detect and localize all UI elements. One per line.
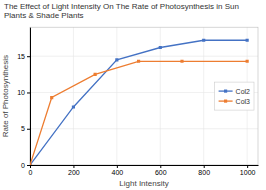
legend-swatch xyxy=(219,90,233,91)
title: The Effect of Light Intensity On The Rat… xyxy=(4,2,241,20)
grid-line xyxy=(116,27,117,165)
tick-label: 600 xyxy=(155,169,167,176)
legend-label: Col2 xyxy=(236,88,251,95)
marker xyxy=(94,73,97,76)
legend-entry: Col3 xyxy=(219,98,251,105)
legend: Col2 Col3 xyxy=(215,82,254,110)
tick-mark xyxy=(247,165,248,168)
grid-line xyxy=(30,27,31,165)
tick-label: 400 xyxy=(112,169,124,176)
x-axis: 0 200 400 600 800 1000 xyxy=(29,165,259,176)
tick-mark xyxy=(117,165,118,168)
marker xyxy=(30,163,32,165)
tick: 0 xyxy=(29,165,33,176)
marker xyxy=(72,105,75,108)
legend-marker xyxy=(224,90,227,93)
x-axis-title: Light Intensity xyxy=(119,179,168,188)
marker xyxy=(246,39,249,42)
tick-mark xyxy=(27,92,30,93)
legend-entry: Col2 xyxy=(219,88,251,95)
tick-label: 200 xyxy=(68,169,80,176)
tick-mark xyxy=(204,165,205,168)
tick-mark xyxy=(73,165,74,168)
axis-line xyxy=(30,28,31,166)
tick: 400 xyxy=(112,165,124,176)
grid xyxy=(30,27,258,165)
marker xyxy=(202,39,205,42)
grid-line xyxy=(73,27,74,165)
tick: 10 xyxy=(17,89,30,96)
grid-line xyxy=(203,27,204,165)
tick: 0 xyxy=(21,162,30,169)
tick-label: 0 xyxy=(29,169,33,176)
marker xyxy=(246,60,249,63)
series-line xyxy=(30,61,247,165)
tick-mark xyxy=(27,129,30,130)
tick-label: 1000 xyxy=(240,169,256,176)
tick: 800 xyxy=(198,165,210,176)
grid-line xyxy=(30,56,258,57)
marker xyxy=(30,163,32,165)
tick: 200 xyxy=(68,165,80,176)
plot-frame xyxy=(30,27,258,165)
tick-label: 10 xyxy=(17,89,25,96)
y-axis: 0 5 10 15 xyxy=(17,28,30,169)
grid-line xyxy=(30,165,258,166)
tick-label: 15 xyxy=(17,53,25,60)
tick-label: 5 xyxy=(21,125,25,132)
marker xyxy=(50,96,53,99)
tick: 1000 xyxy=(240,165,256,176)
tick: 5 xyxy=(21,125,30,132)
marker xyxy=(159,46,162,49)
axis-line xyxy=(31,165,259,166)
tick-mark xyxy=(27,165,30,166)
legend-box xyxy=(215,82,254,110)
marker xyxy=(115,58,118,61)
legend-marker xyxy=(224,100,227,103)
legend-swatch xyxy=(219,100,233,101)
tick: 15 xyxy=(17,53,30,60)
marker xyxy=(180,60,183,63)
legend-label: Col3 xyxy=(236,98,251,105)
tick-mark xyxy=(160,165,161,168)
tick-mark xyxy=(27,56,30,57)
grid-line xyxy=(30,128,258,129)
y-axis-title: Rate of Photosynthesis xyxy=(1,55,10,137)
tick-label: 800 xyxy=(198,169,210,176)
chart: The Effect of Light Intensity On The Rat… xyxy=(0,0,266,190)
tick: 600 xyxy=(155,165,167,176)
marker xyxy=(137,60,140,63)
tick-label: 0 xyxy=(21,162,25,169)
